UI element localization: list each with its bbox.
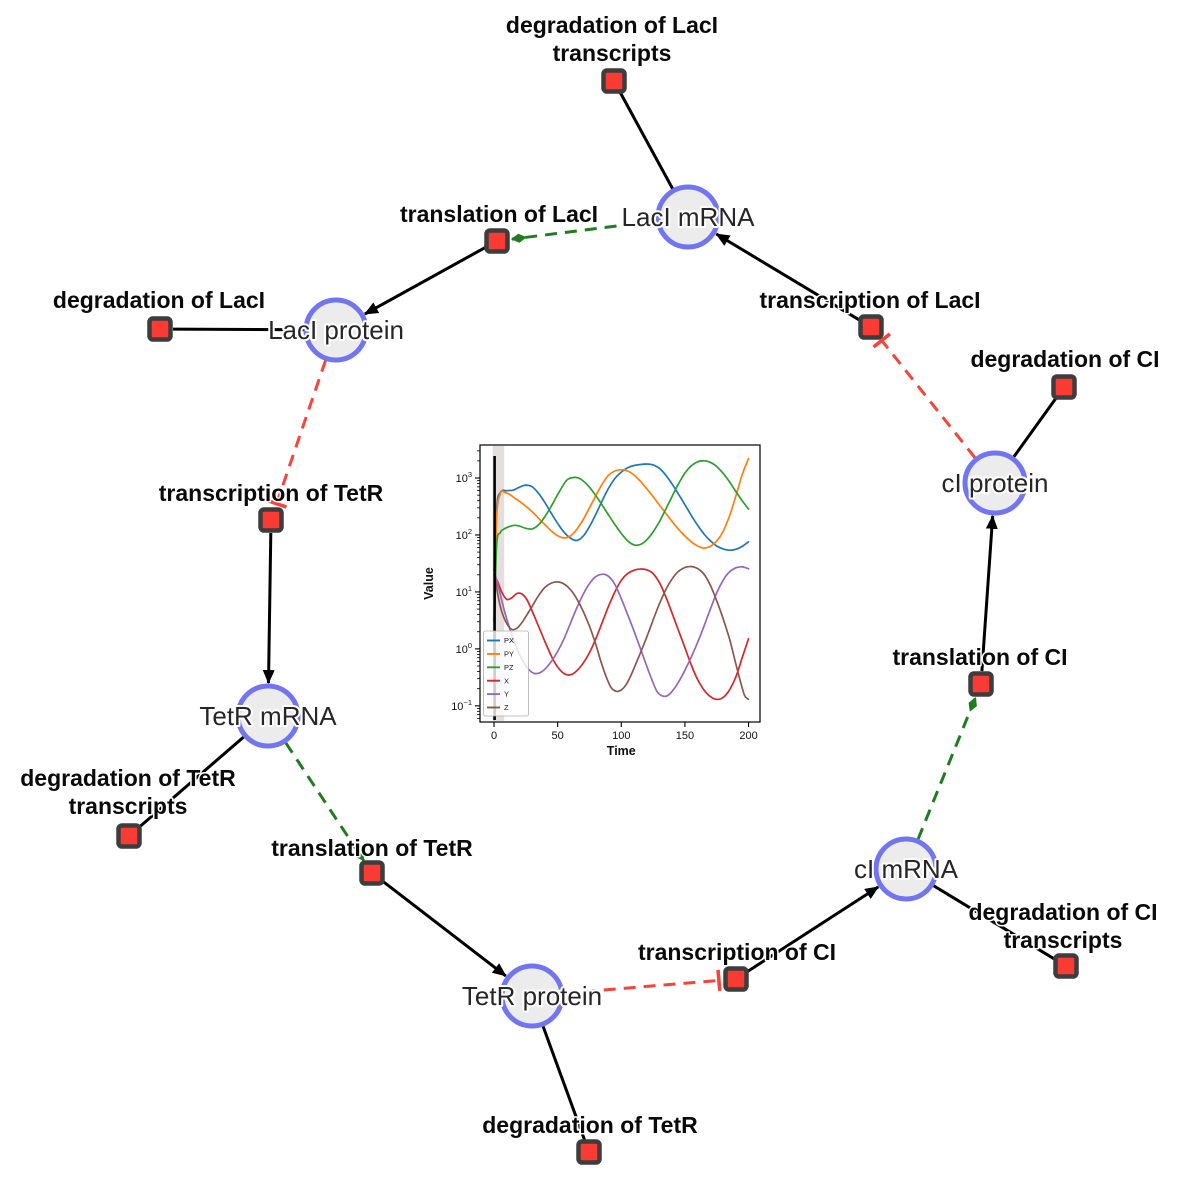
- edge-transl-ci-to-ci-protein[interactable]: [980, 514, 998, 672]
- edges-layer: [137, 91, 1058, 1141]
- y-tick-label: 100: [456, 641, 472, 656]
- reaction-node-deg-laci[interactable]: [147, 316, 173, 342]
- reaction-node-deg-tetr-tx[interactable]: [116, 823, 142, 849]
- species-label-ci-mrna: cI mRNA: [854, 854, 959, 884]
- reaction-label-tx-ci: transcription of CI: [638, 939, 836, 965]
- x-tick-label: 200: [739, 730, 757, 742]
- species-node-tetr-mrna[interactable]: [235, 683, 301, 749]
- species-label-laci-protein: LacI protein: [268, 315, 404, 345]
- edge-tetr-mrna-to-deg-tetr-tx[interactable]: [137, 735, 245, 829]
- edge-tetr-mrna-to-transl-tetr[interactable]: [284, 741, 365, 862]
- y-tick-label: 10−1: [451, 698, 472, 713]
- edge-ci-mrna-to-transl-ci[interactable]: [916, 696, 977, 840]
- plot-axes: [479, 444, 761, 723]
- x-axis-title: Time: [607, 744, 636, 758]
- reaction-node-transl-tetr[interactable]: [359, 860, 385, 886]
- x-tick-label: 150: [676, 730, 694, 742]
- reaction-node-deg-ci-tx[interactable]: [1053, 953, 1079, 979]
- series-Z: [493, 565, 750, 701]
- series-PY: [493, 457, 750, 640]
- reaction-label-deg-laci-tx: degradation of LacI transcripts: [506, 12, 718, 66]
- x-tick-label: 100: [612, 730, 630, 742]
- series-Y: [493, 565, 750, 698]
- legend-label-PX: PX: [504, 636, 514, 645]
- edge-laci-protein-to-tx-tetr[interactable]: [266, 359, 328, 509]
- reaction-label-tx-laci: transcription of LacI: [759, 287, 980, 313]
- edge-ci-mrna-to-deg-ci-tx[interactable]: [932, 884, 1056, 961]
- reaction-node-deg-ci[interactable]: [1051, 374, 1077, 400]
- edge-ci-protein-to-deg-ci[interactable]: [1012, 396, 1058, 458]
- y-axis-title: Value: [422, 567, 436, 600]
- y-tick-label: 102: [456, 527, 472, 542]
- reaction-label-tx-tetr: transcription of TetR: [159, 480, 384, 506]
- species-node-laci-mrna[interactable]: [655, 184, 721, 250]
- edge-transl-tetr-to-tetr-protein[interactable]: [381, 879, 507, 978]
- timeseries-plot: 0 50 100 150 20010310210110010−1TimeValuePXP…: [422, 444, 761, 758]
- species-node-laci-protein[interactable]: [303, 297, 369, 363]
- legend-label-PZ: PZ: [504, 663, 514, 672]
- reaction-node-transl-laci[interactable]: [484, 228, 510, 254]
- edge-tetr-protein-to-tx-ci[interactable]: [563, 969, 722, 995]
- edge-laci-protein-to-deg-laci[interactable]: [172, 327, 305, 332]
- reaction-label-transl-ci: translation of CI: [892, 644, 1067, 670]
- reaction-node-deg-tetr[interactable]: [576, 1139, 602, 1165]
- species-label-tetr-mrna: TetR mRNA: [199, 701, 337, 731]
- species-node-tetr-protein[interactable]: [499, 963, 565, 1029]
- reaction-label-transl-tetr: translation of TetR: [271, 835, 473, 861]
- reaction-label-deg-tetr-tx: degradation of TetR transcripts: [20, 765, 236, 819]
- reaction-node-deg-laci-tx[interactable]: [601, 68, 627, 94]
- reaction-node-tx-laci[interactable]: [858, 314, 884, 340]
- species-label-ci-protein: cI protein: [942, 468, 1049, 498]
- reaction-label-deg-tetr: degradation of TetR: [482, 1112, 698, 1138]
- reaction-label-deg-laci: degradation of LacI: [53, 287, 265, 313]
- legend-label-X: X: [504, 676, 509, 685]
- legend-label-PY: PY: [504, 650, 514, 659]
- series-PX: [493, 463, 750, 623]
- species-label-laci-mrna: LacI mRNA: [622, 202, 756, 232]
- reaction-node-tx-tetr[interactable]: [258, 507, 284, 533]
- edge-tx-laci-to-laci-mrna[interactable]: [715, 232, 861, 322]
- species-node-ci-protein[interactable]: [962, 450, 1028, 516]
- legend-label-Z: Z: [504, 703, 509, 712]
- edge-tetr-protein-to-deg-tetr[interactable]: [541, 1025, 586, 1141]
- y-tick-label: 101: [456, 584, 472, 599]
- legend: PX PY PZ XYZ: [483, 630, 529, 717]
- species-label-tetr-protein: TetR protein: [462, 981, 602, 1011]
- species-node-ci-mrna[interactable]: [873, 836, 939, 902]
- edge-transl-laci-to-laci-protein[interactable]: [364, 245, 487, 316]
- legend-label-Y: Y: [504, 690, 509, 699]
- reaction-label-transl-laci: translation of LacI: [400, 201, 598, 227]
- reaction-label-deg-ci: degradation of CI: [970, 346, 1159, 372]
- y-tick-label: 103: [456, 470, 472, 485]
- edge-tx-tetr-to-tetr-mrna[interactable]: [262, 532, 275, 684]
- reaction-label-deg-ci-tx: degradation of CI transcripts: [968, 899, 1157, 953]
- edge-laci-mrna-to-transl-laci[interactable]: [510, 219, 657, 243]
- edge-laci-mrna-to-deg-laci-tx[interactable]: [618, 91, 675, 190]
- edge-ci-protein-to-tx-laci[interactable]: [872, 332, 977, 459]
- reaction-node-tx-ci[interactable]: [723, 966, 749, 992]
- x-tick-label: 0: [491, 730, 497, 742]
- edge-tx-ci-to-ci-mrna[interactable]: [746, 885, 880, 974]
- reaction-node-transl-ci[interactable]: [968, 671, 994, 697]
- x-tick-label: 50: [552, 730, 564, 742]
- series-X: [493, 568, 750, 701]
- labels-layer: degradation of LacI transcripts translatio…: [19, 11, 1161, 1140]
- series-PZ: [493, 459, 750, 650]
- nodes-layer: [116, 68, 1079, 1165]
